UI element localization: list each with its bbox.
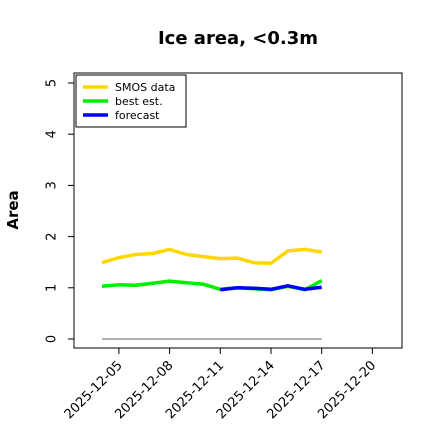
legend-label: best est. — [115, 95, 163, 108]
y-tick-label: 0 — [45, 335, 60, 343]
y-tick-label: 5 — [45, 79, 60, 87]
y-tick-label: 4 — [45, 130, 60, 138]
legend-label: SMOS data — [115, 81, 175, 94]
y-tick-label: 3 — [45, 181, 60, 189]
legend-box — [75, 74, 187, 128]
series-line-forecast — [220, 284, 322, 292]
legend-label: forecast — [115, 109, 160, 122]
y-tick-label: 1 — [45, 284, 60, 292]
y-tick-label: 2 — [45, 232, 60, 240]
chart-title: Ice area, <0.3m — [158, 28, 318, 49]
y-axis-label: Area — [4, 190, 22, 229]
series-line-smos-data — [101, 247, 322, 265]
